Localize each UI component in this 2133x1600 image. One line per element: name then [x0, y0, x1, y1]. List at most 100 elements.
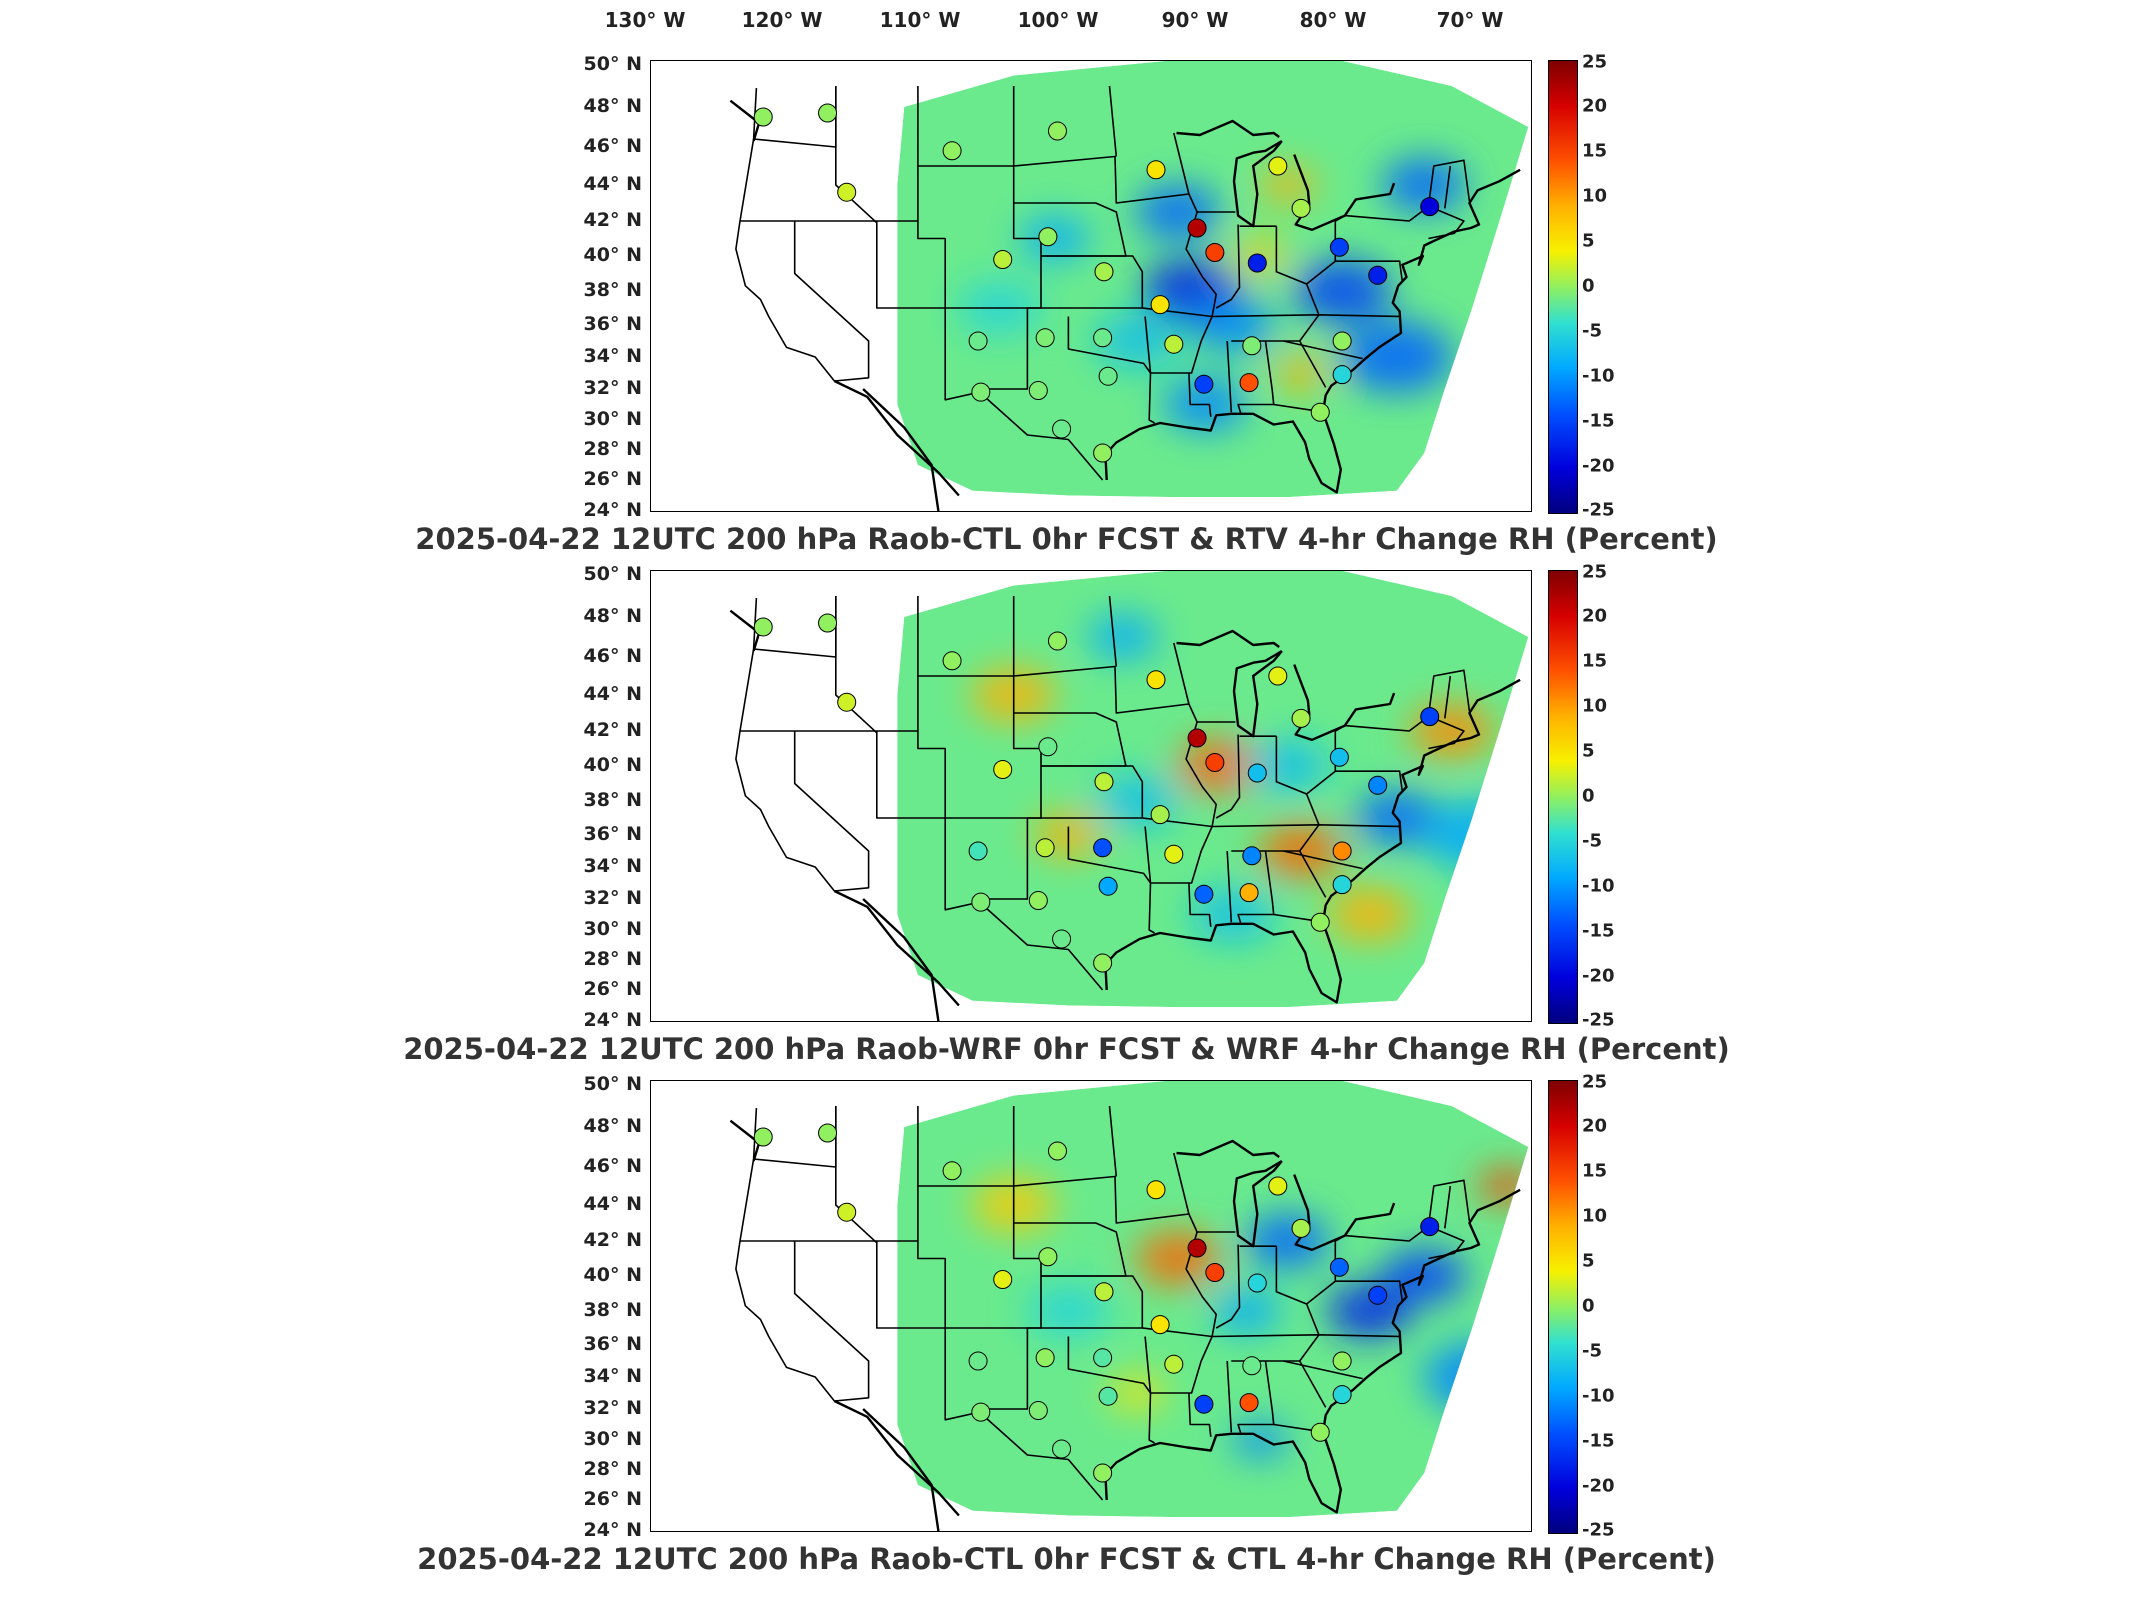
raob-station-marker [1187, 1238, 1207, 1258]
rh-anomaly-region [1327, 887, 1412, 942]
state-border [1215, 734, 1241, 819]
raob-station-marker [1150, 295, 1170, 315]
state-border [1305, 1303, 1320, 1336]
raob-station-marker [1094, 262, 1114, 282]
lat-label-34n: 34° N [583, 1365, 642, 1387]
cbar-tick-m10: -10 [1582, 365, 1615, 387]
state-border [1041, 255, 1144, 308]
raob-station-marker [837, 182, 857, 202]
cbar-tick-15: 15 [1582, 650, 1608, 672]
raob-station-marker [1038, 1247, 1058, 1267]
raob-station-marker [993, 1270, 1013, 1289]
lon-label-110w: 110° W [879, 8, 961, 32]
state-border [1226, 1360, 1233, 1433]
rh-change-map-1 [729, 61, 1529, 511]
longitude-axis: 130° W 120° W 110° W 100° W 90° W 80° W … [0, 0, 2133, 40]
raob-station-marker [1035, 328, 1055, 348]
lat-label-42n: 42° N [583, 209, 642, 231]
lat-label-30n: 30° N [583, 1428, 642, 1450]
state-border [1444, 675, 1452, 719]
state-border [1237, 340, 1275, 415]
raob-station-marker [1205, 243, 1225, 262]
state-border [1108, 595, 1118, 667]
raob-station-marker [1035, 838, 1055, 858]
lat-label-50n: 50° N [583, 1073, 642, 1095]
state-border [1299, 340, 1327, 388]
cbar-tick-15: 15 [1582, 1160, 1608, 1182]
state-border [1188, 882, 1212, 927]
raob-station-marker [1332, 875, 1352, 895]
cbar-tick-20: 20 [1582, 1115, 1608, 1137]
model-domain [897, 1081, 1529, 1518]
rh-anomaly-region [1327, 1284, 1412, 1338]
state-border [1444, 165, 1452, 209]
raob-station-marker [818, 1123, 838, 1143]
state-border [1237, 850, 1275, 925]
rh-anomaly-region [1094, 314, 1179, 368]
lat-label-24n: 24° N [583, 499, 642, 521]
cbar-tick-5: 5 [1582, 1250, 1595, 1272]
cbar-tick-5: 5 [1582, 740, 1595, 762]
state-border [1067, 316, 1155, 424]
state-border [917, 596, 1104, 991]
state-border [1041, 1275, 1144, 1328]
raob-station-marker [818, 613, 838, 633]
cbar-tick-m20: -20 [1582, 1475, 1615, 1497]
cbar-tick-5: 5 [1582, 230, 1595, 252]
lon-label-90w: 90° W [1161, 8, 1229, 32]
raob-station-marker [1420, 197, 1440, 217]
lat-label-36n: 36° N [583, 1333, 642, 1355]
state-border [1226, 850, 1233, 923]
raob-station-marker [1146, 160, 1166, 180]
coastline [1176, 119, 1280, 138]
raob-station-marker [1047, 121, 1067, 141]
raob-station-marker [968, 331, 988, 351]
raob-station-marker [971, 1402, 991, 1422]
cbar-tick-20: 20 [1582, 605, 1608, 627]
lat-label-28n: 28° N [583, 438, 642, 460]
lat-label-44n: 44° N [583, 683, 642, 705]
raob-station-marker [1187, 728, 1207, 748]
state-border [1283, 850, 1363, 870]
rh-change-map-2 [729, 571, 1529, 1021]
raob-station-marker [942, 141, 962, 161]
state-border [917, 155, 1198, 213]
lat-label-24n: 24° N [583, 1519, 642, 1541]
state-border [1335, 260, 1404, 283]
raob-station-marker [1310, 1422, 1330, 1442]
lat-label-40n: 40° N [583, 1264, 642, 1286]
state-border [1237, 1360, 1275, 1435]
map-frame-1 [650, 60, 1532, 512]
cbar-tick-m20: -20 [1582, 965, 1615, 987]
lat-label-26n: 26° N [583, 1488, 642, 1510]
state-border [917, 1106, 1104, 1501]
raob-station-marker [1194, 374, 1214, 394]
raob-station-marker [1028, 891, 1048, 911]
state-border [1428, 1227, 1465, 1260]
lon-label-70w: 70° W [1436, 8, 1504, 32]
state-border [1283, 340, 1363, 360]
raob-station-marker [971, 892, 991, 912]
raob-station-marker [971, 382, 991, 402]
rh-change-field [897, 1081, 1529, 1518]
coastline [833, 889, 960, 1007]
raob-station-marker [1035, 1348, 1055, 1368]
raob-station-marker [1047, 631, 1067, 651]
cbar-tick-25: 25 [1582, 51, 1608, 73]
rh-anomaly-region [1232, 1422, 1289, 1458]
lat-label-46n: 46° N [583, 1155, 642, 1177]
state-border [917, 665, 1198, 723]
cbar-tick-m25: -25 [1582, 499, 1615, 521]
lon-label-100w: 100° W [1017, 8, 1099, 32]
state-border [1067, 1336, 1155, 1444]
lat-label-32n: 32° N [583, 1397, 642, 1419]
raob-station-marker [1368, 775, 1388, 795]
raob-station-marker [1205, 753, 1225, 772]
state-border [1173, 132, 1190, 195]
raob-station-marker [1332, 331, 1352, 351]
state-border [1173, 1152, 1190, 1215]
coastline [862, 1408, 940, 1531]
rh-anomaly-region [1422, 799, 1529, 871]
lat-label-36n: 36° N [583, 823, 642, 845]
raob-station-marker [1332, 1385, 1352, 1405]
